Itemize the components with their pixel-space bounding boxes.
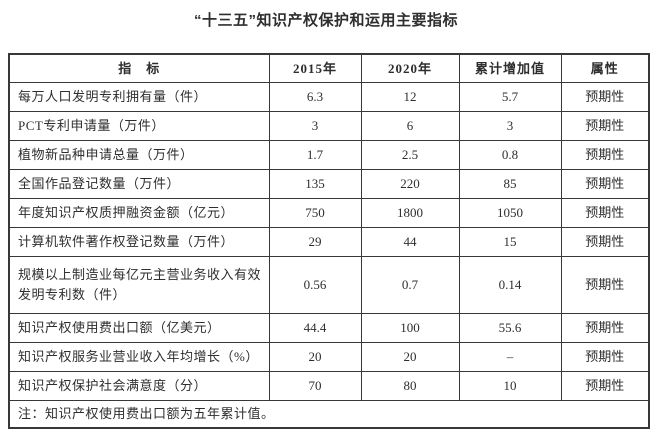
y2020-cell: 2.5 (360, 140, 460, 170)
y2020-cell: 6 (360, 111, 460, 141)
table-footer: 注：知识产权使用费出口额为五年累计值。 (8, 400, 650, 429)
indicator-cell: 年度知识产权质押融资金额（亿元） (8, 198, 270, 228)
increase-cell: – (458, 342, 562, 372)
increase-cell: 10 (458, 371, 562, 401)
table-row: 植物新品种申请总量（万件） 1.7 2.5 0.8 预期性 (8, 140, 650, 170)
header-attribute: 属性 (560, 53, 650, 83)
header-row: 指 标 2015年 2020年 累计增加值 属性 (8, 53, 650, 83)
table-row: 全国作品登记数量（万件） 135 220 85 预期性 (8, 169, 650, 199)
attribute-cell: 预期性 (560, 82, 650, 112)
attribute-cell: 预期性 (560, 313, 650, 343)
header-2020: 2020年 (360, 53, 460, 83)
increase-cell: 0.14 (458, 256, 562, 314)
table-note: 注：知识产权使用费出口额为五年累计值。 (8, 400, 650, 429)
y2020-cell: 0.7 (360, 256, 460, 314)
page-title: “十三五”知识产权保护和运用主要指标 (193, 12, 458, 29)
y2020-cell: 100 (360, 313, 460, 343)
table-row: 规模以上制造业每亿元主营业务收入有效发明专利数（件） 0.56 0.7 0.14 预期性 (8, 256, 650, 314)
y2015-cell: 1.7 (268, 140, 362, 170)
y2015-cell: 3 (268, 111, 362, 141)
y2020-cell: 12 (360, 82, 460, 112)
y2015-cell: 0.56 (268, 256, 362, 314)
table-row: 每万人口发明专利拥有量（件） 6.3 12 5.7 预期性 (8, 82, 650, 112)
y2015-cell: 20 (268, 342, 362, 372)
header-2015: 2015年 (268, 53, 362, 83)
indicator-cell: 全国作品登记数量（万件） (8, 169, 270, 199)
indicators-table: 指 标 2015年 2020年 累计增加值 属性 每万人口发明专利拥有量（件） 6… (8, 53, 650, 429)
indicator-cell: 计算机软件著作权登记数量（万件） (8, 227, 270, 257)
table-row: 知识产权服务业营业收入年均增长（%） 20 20– 预期性 (8, 342, 650, 372)
indicator-cell: 每万人口发明专利拥有量（件） (8, 82, 270, 112)
increase-cell: 85 (458, 169, 562, 199)
indicator-cell: 植物新品种申请总量（万件） (8, 140, 270, 170)
increase-cell: 15 (458, 227, 562, 257)
header-indicator: 指 标 (8, 53, 270, 83)
increase-cell: 55.6 (458, 313, 562, 343)
y2020-cell: 1800 (360, 198, 460, 228)
increase-cell: 1050 (458, 198, 562, 228)
table-row: 知识产权使用费出口额（亿美元） 44.4 100 55.6 预期性 (8, 313, 650, 343)
table-body: 每万人口发明专利拥有量（件） 6.3 12 5.7 预期性 PCT专利申请量（万件） 3 6 3… (8, 82, 650, 401)
y2015-cell: 29 (268, 227, 362, 257)
indicator-cell: 知识产权保护社会满意度（分） (8, 371, 270, 401)
y2020-cell: 80 (360, 371, 460, 401)
indicator-cell: PCT专利申请量（万件） (8, 111, 270, 141)
attribute-cell: 预期性 (560, 169, 650, 199)
y2020-cell: 20 (360, 342, 460, 372)
table-row: 知识产权保护社会满意度（分） 70 80 10 预期性 (8, 371, 650, 401)
attribute-cell: 预期性 (560, 198, 650, 228)
attribute-cell: 预期性 (560, 227, 650, 257)
y2015-cell: 44.4 (268, 313, 362, 343)
y2015-cell: 750 (268, 198, 362, 228)
y2015-cell: 135 (268, 169, 362, 199)
y2020-cell: 220 (360, 169, 460, 199)
note-row: 注：知识产权使用费出口额为五年累计值。 (8, 400, 650, 429)
table-header: 指 标 2015年 2020年 累计增加值 属性 (8, 53, 650, 83)
attribute-cell: 预期性 (560, 371, 650, 401)
indicator-cell: 规模以上制造业每亿元主营业务收入有效发明专利数（件） (8, 256, 270, 314)
increase-cell: 0.8 (458, 140, 562, 170)
attribute-cell: 预期性 (560, 256, 650, 314)
attribute-cell: 预期性 (560, 342, 650, 372)
table-row: 计算机软件著作权登记数量（万件） 29 44 15 预期性 (8, 227, 650, 257)
increase-cell: 3 (458, 111, 562, 141)
increase-cell: 5.7 (458, 82, 562, 112)
header-increase: 累计增加值 (458, 53, 562, 83)
table-row: 年度知识产权质押融资金额（亿元） 750 1800 1050 预期性 (8, 198, 650, 228)
attribute-cell: 预期性 (560, 111, 650, 141)
y2020-cell: 44 (360, 227, 460, 257)
indicator-cell: 知识产权服务业营业收入年均增长（%） (8, 342, 270, 372)
indicator-cell: 知识产权使用费出口额（亿美元） (8, 313, 270, 343)
y2015-cell: 70 (268, 371, 362, 401)
y2015-cell: 6.3 (268, 82, 362, 112)
table-row: PCT专利申请量（万件） 3 6 3 预期性 (8, 111, 650, 141)
attribute-cell: 预期性 (560, 140, 650, 170)
